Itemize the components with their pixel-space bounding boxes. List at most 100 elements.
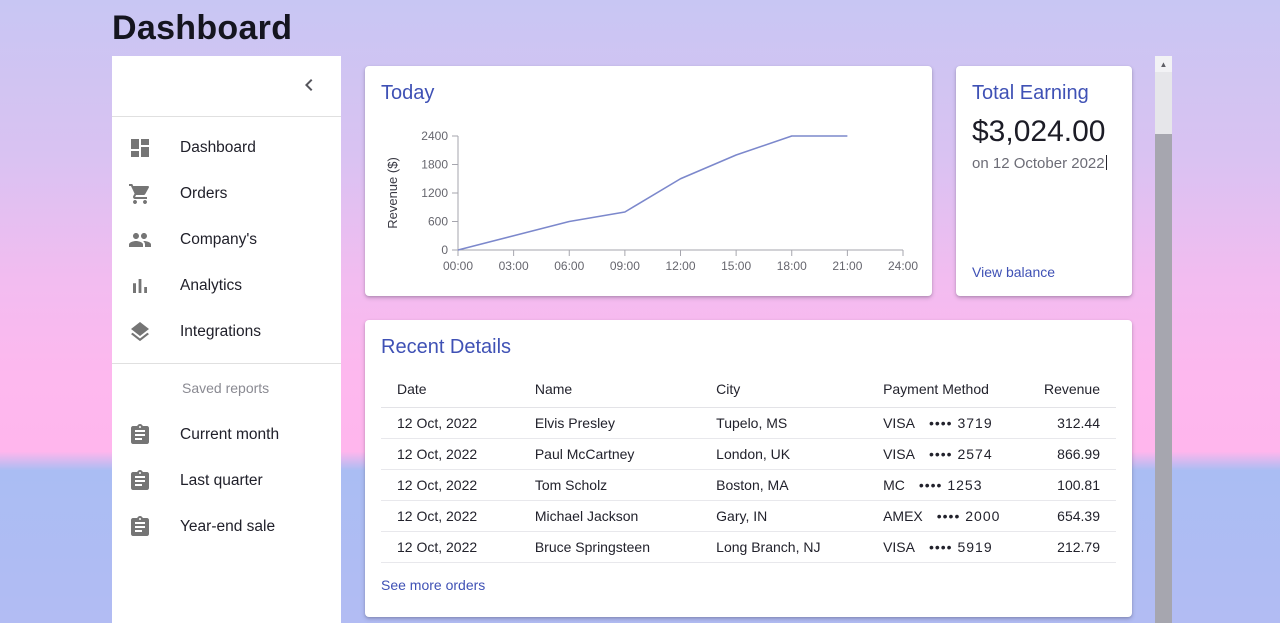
svg-text:Revenue ($): Revenue ($) — [385, 157, 400, 229]
cell-name: Elvis Presley — [518, 407, 701, 439]
cell-name: Tom Scholz — [518, 469, 701, 501]
sidebar-nav: Dashboard Orders Company's Analytics Int… — [112, 117, 341, 363]
orders-table: Date Name City Payment Method Revenue 12… — [381, 373, 1116, 563]
cell-payment: MC •••• 1253 — [867, 469, 1028, 501]
chevron-left-icon — [297, 73, 321, 100]
cell-city: Boston, MA — [700, 469, 868, 501]
sidebar-item-label: Year-end sale — [180, 518, 276, 535]
cart-icon — [128, 182, 180, 206]
cell-date: 12 Oct, 2022 — [381, 469, 519, 501]
cell-name: Paul McCartney — [518, 438, 701, 470]
column-header-payment: Payment Method — [867, 373, 1028, 408]
sidebar-item-label: Analytics — [180, 277, 243, 294]
cell-date: 12 Oct, 2022 — [381, 438, 519, 470]
sidebar-toolbar — [112, 56, 341, 116]
cell-city: London, UK — [700, 438, 868, 470]
total-earning-card: Total Earning $3,024.00 on 12 October 20… — [956, 66, 1132, 296]
recent-details-title: Recent Details — [381, 336, 512, 358]
cell-payment: VISA •••• 3719 — [867, 407, 1028, 439]
sidebar-item-label: Current month — [180, 426, 280, 443]
svg-text:1200: 1200 — [421, 186, 448, 200]
cell-revenue: 654.39 — [1027, 500, 1116, 532]
sidebar-item-companys[interactable]: Company's — [112, 217, 341, 263]
svg-text:24:00: 24:00 — [888, 259, 918, 273]
cell-revenue: 212.79 — [1027, 531, 1116, 563]
divider — [112, 116, 341, 117]
table-row: 12 Oct, 2022 Bruce Springsteen Long Bran… — [381, 531, 1116, 563]
cell-name: Bruce Springsteen — [518, 531, 701, 563]
earning-date-note[interactable]: on 12 October 2022 — [972, 155, 1107, 172]
cell-city: Tupelo, MS — [700, 407, 868, 439]
assignment-icon — [128, 469, 180, 493]
total-earning-title: Total Earning — [972, 82, 1089, 104]
column-header-city: City — [700, 373, 868, 408]
svg-text:21:00: 21:00 — [832, 259, 862, 273]
cell-city: Gary, IN — [700, 500, 868, 532]
table-row: 12 Oct, 2022 Elvis Presley Tupelo, MS VI… — [381, 407, 1116, 439]
sidebar-item-label: Orders — [180, 185, 228, 202]
today-chart-card: Today 0 600 1200 1800 2400 00:00 03:00 06:00 09:… — [365, 66, 932, 296]
recent-details-card: Recent Details Date Name City Payment Me… — [365, 320, 1132, 617]
svg-text:2400: 2400 — [421, 129, 448, 143]
cell-payment: AMEX •••• 2000 — [867, 500, 1028, 532]
sidebar-item-label: Dashboard — [180, 139, 256, 156]
cell-name: Michael Jackson — [518, 500, 701, 532]
cell-date: 12 Oct, 2022 — [381, 500, 519, 532]
table-header-row: Date Name City Payment Method Revenue — [381, 373, 1116, 408]
sidebar-item-year-end-sale[interactable]: Year-end sale — [112, 504, 341, 550]
cell-payment: VISA •••• 2574 — [867, 438, 1028, 470]
dashboard-icon — [128, 136, 180, 160]
sidebar-item-label: Company's — [180, 231, 258, 248]
scrollbar-up-button[interactable]: ▲ — [1155, 56, 1172, 72]
people-icon — [128, 228, 180, 252]
sidebar-item-label: Integrations — [180, 323, 261, 340]
sidebar-item-current-month[interactable]: Current month — [112, 412, 341, 458]
view-balance-link[interactable]: View balance — [972, 264, 1056, 280]
vertical-scrollbar-track[interactable]: ▲ — [1155, 56, 1172, 623]
svg-text:06:00: 06:00 — [554, 259, 584, 273]
svg-text:09:00: 09:00 — [610, 259, 640, 273]
svg-text:0: 0 — [441, 243, 448, 257]
svg-text:12:00: 12:00 — [665, 259, 695, 273]
sidebar-item-last-quarter[interactable]: Last quarter — [112, 458, 341, 504]
cell-revenue: 866.99 — [1027, 438, 1116, 470]
table-row: 12 Oct, 2022 Paul McCartney London, UK V… — [381, 438, 1116, 470]
column-header-revenue: Revenue — [1027, 373, 1116, 408]
page-title: Dashboard — [112, 8, 293, 47]
today-card-title: Today — [381, 82, 435, 104]
table-row: 12 Oct, 2022 Michael Jackson Gary, IN AM… — [381, 500, 1116, 532]
collapse-sidebar-button[interactable] — [289, 66, 329, 106]
svg-text:18:00: 18:00 — [777, 259, 807, 273]
total-earning-amount: $3,024.00 — [972, 115, 1106, 148]
cell-revenue: 100.81 — [1027, 469, 1116, 501]
assignment-icon — [128, 423, 180, 447]
cell-city: Long Branch, NJ — [700, 531, 868, 563]
revenue-line-chart: 0 600 1200 1800 2400 00:00 03:00 06:00 09:00 12:0… — [385, 129, 918, 273]
assignment-icon — [128, 515, 180, 539]
sidebar: Dashboard Orders Company's Analytics Int… — [112, 56, 341, 623]
cell-date: 12 Oct, 2022 — [381, 407, 519, 439]
cell-payment: VISA •••• 5919 — [867, 531, 1028, 563]
cell-date: 12 Oct, 2022 — [381, 531, 519, 563]
bar-chart-icon — [128, 274, 180, 298]
layers-icon — [128, 320, 180, 344]
text-caret — [1105, 155, 1107, 170]
saved-reports-label: Saved reports — [182, 380, 270, 396]
sidebar-item-analytics[interactable]: Analytics — [112, 263, 341, 309]
sidebar-item-orders[interactable]: Orders — [112, 171, 341, 217]
svg-text:00:00: 00:00 — [443, 259, 473, 273]
column-header-name: Name — [518, 373, 701, 408]
sidebar-item-integrations[interactable]: Integrations — [112, 309, 341, 355]
divider — [112, 363, 341, 364]
svg-text:03:00: 03:00 — [499, 259, 529, 273]
cell-revenue: 312.44 — [1027, 407, 1116, 439]
column-header-date: Date — [381, 373, 519, 408]
svg-text:15:00: 15:00 — [721, 259, 751, 273]
svg-text:1800: 1800 — [421, 158, 448, 172]
table-row: 12 Oct, 2022 Tom Scholz Boston, MA MC •••… — [381, 469, 1116, 501]
sidebar-item-dashboard[interactable]: Dashboard — [112, 125, 341, 171]
vertical-scrollbar-thumb[interactable] — [1155, 72, 1172, 134]
svg-text:600: 600 — [428, 215, 448, 229]
see-more-orders-link[interactable]: See more orders — [381, 577, 486, 593]
sidebar-item-label: Last quarter — [180, 472, 263, 489]
